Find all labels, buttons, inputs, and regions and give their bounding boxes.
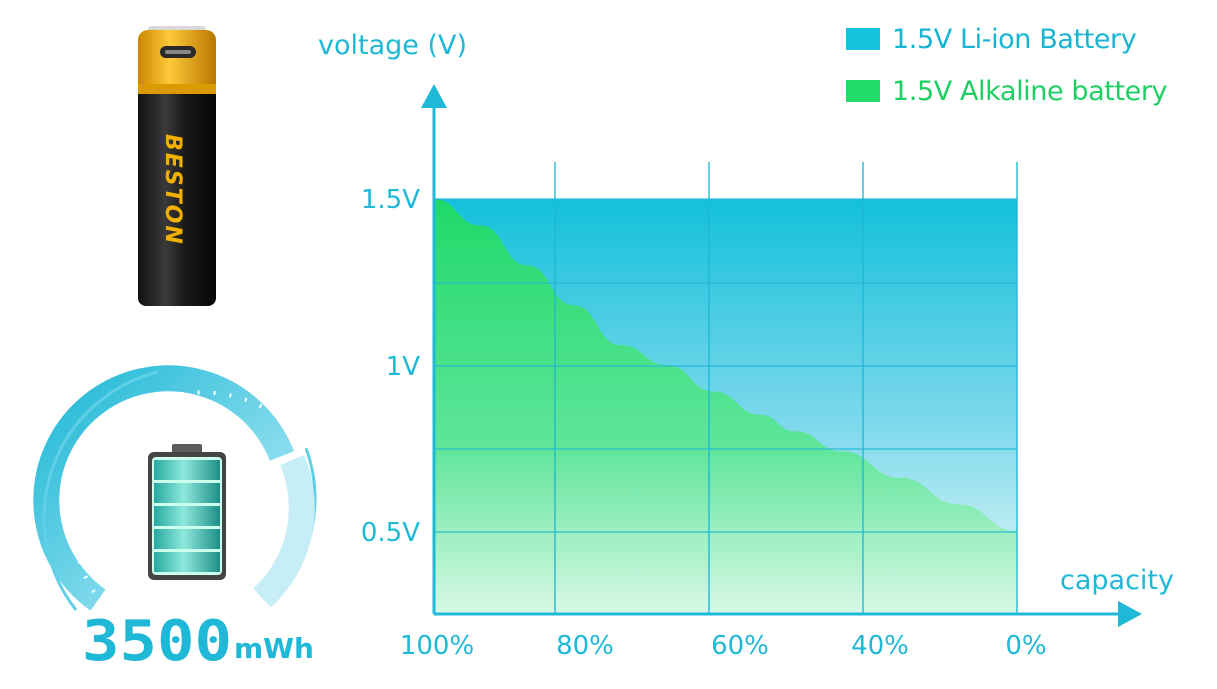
y-tick-label: 0.5V <box>361 518 420 548</box>
legend-item-liion: 1.5V Li-ion Battery <box>846 22 1167 56</box>
capacity-gauge-icon <box>33 365 317 611</box>
capacity-value: 3500 <box>82 609 232 674</box>
x-tick-label: 100% <box>400 631 474 661</box>
chart-axes <box>421 84 1142 627</box>
legend-label-alkaline: 1.5V Alkaline battery <box>892 75 1168 107</box>
x-tick-label: 60% <box>711 631 769 661</box>
y-tick-label: 1.5V <box>361 185 420 215</box>
battery-brand-label: BESTON <box>160 134 185 246</box>
chart-grid <box>433 162 1018 614</box>
legend-item-alkaline: 1.5V Alkaline battery <box>846 74 1168 108</box>
x-tick-label: 80% <box>556 631 614 661</box>
y-axis-arrow <box>421 84 447 108</box>
legend-swatch-liion <box>846 28 880 50</box>
x-axis-title: capacity <box>1060 565 1174 596</box>
chart-areas <box>434 199 1017 614</box>
chart-tick-labels: 100% 80% 60% 40% 0% 1.5V 1V 0.5V <box>361 185 1047 661</box>
legend-label-liion: 1.5V Li-ion Battery <box>892 23 1137 55</box>
legend-swatch-alkaline <box>846 80 880 102</box>
chart-legend: 1.5V Li-ion Battery 1.5V Alkaline batter… <box>846 22 1168 126</box>
y-tick-label: 1V <box>386 352 421 382</box>
series-area-alkaline <box>434 199 1017 614</box>
charged-battery-icon <box>148 444 226 580</box>
aa-battery-icon: BESTON <box>138 26 216 306</box>
x-axis-arrow <box>1118 601 1142 627</box>
x-tick-label: 40% <box>851 631 909 661</box>
y-axis-title: voltage (V) <box>318 30 467 61</box>
capacity-unit: mWh <box>234 632 314 665</box>
x-tick-label: 0% <box>1005 631 1046 661</box>
